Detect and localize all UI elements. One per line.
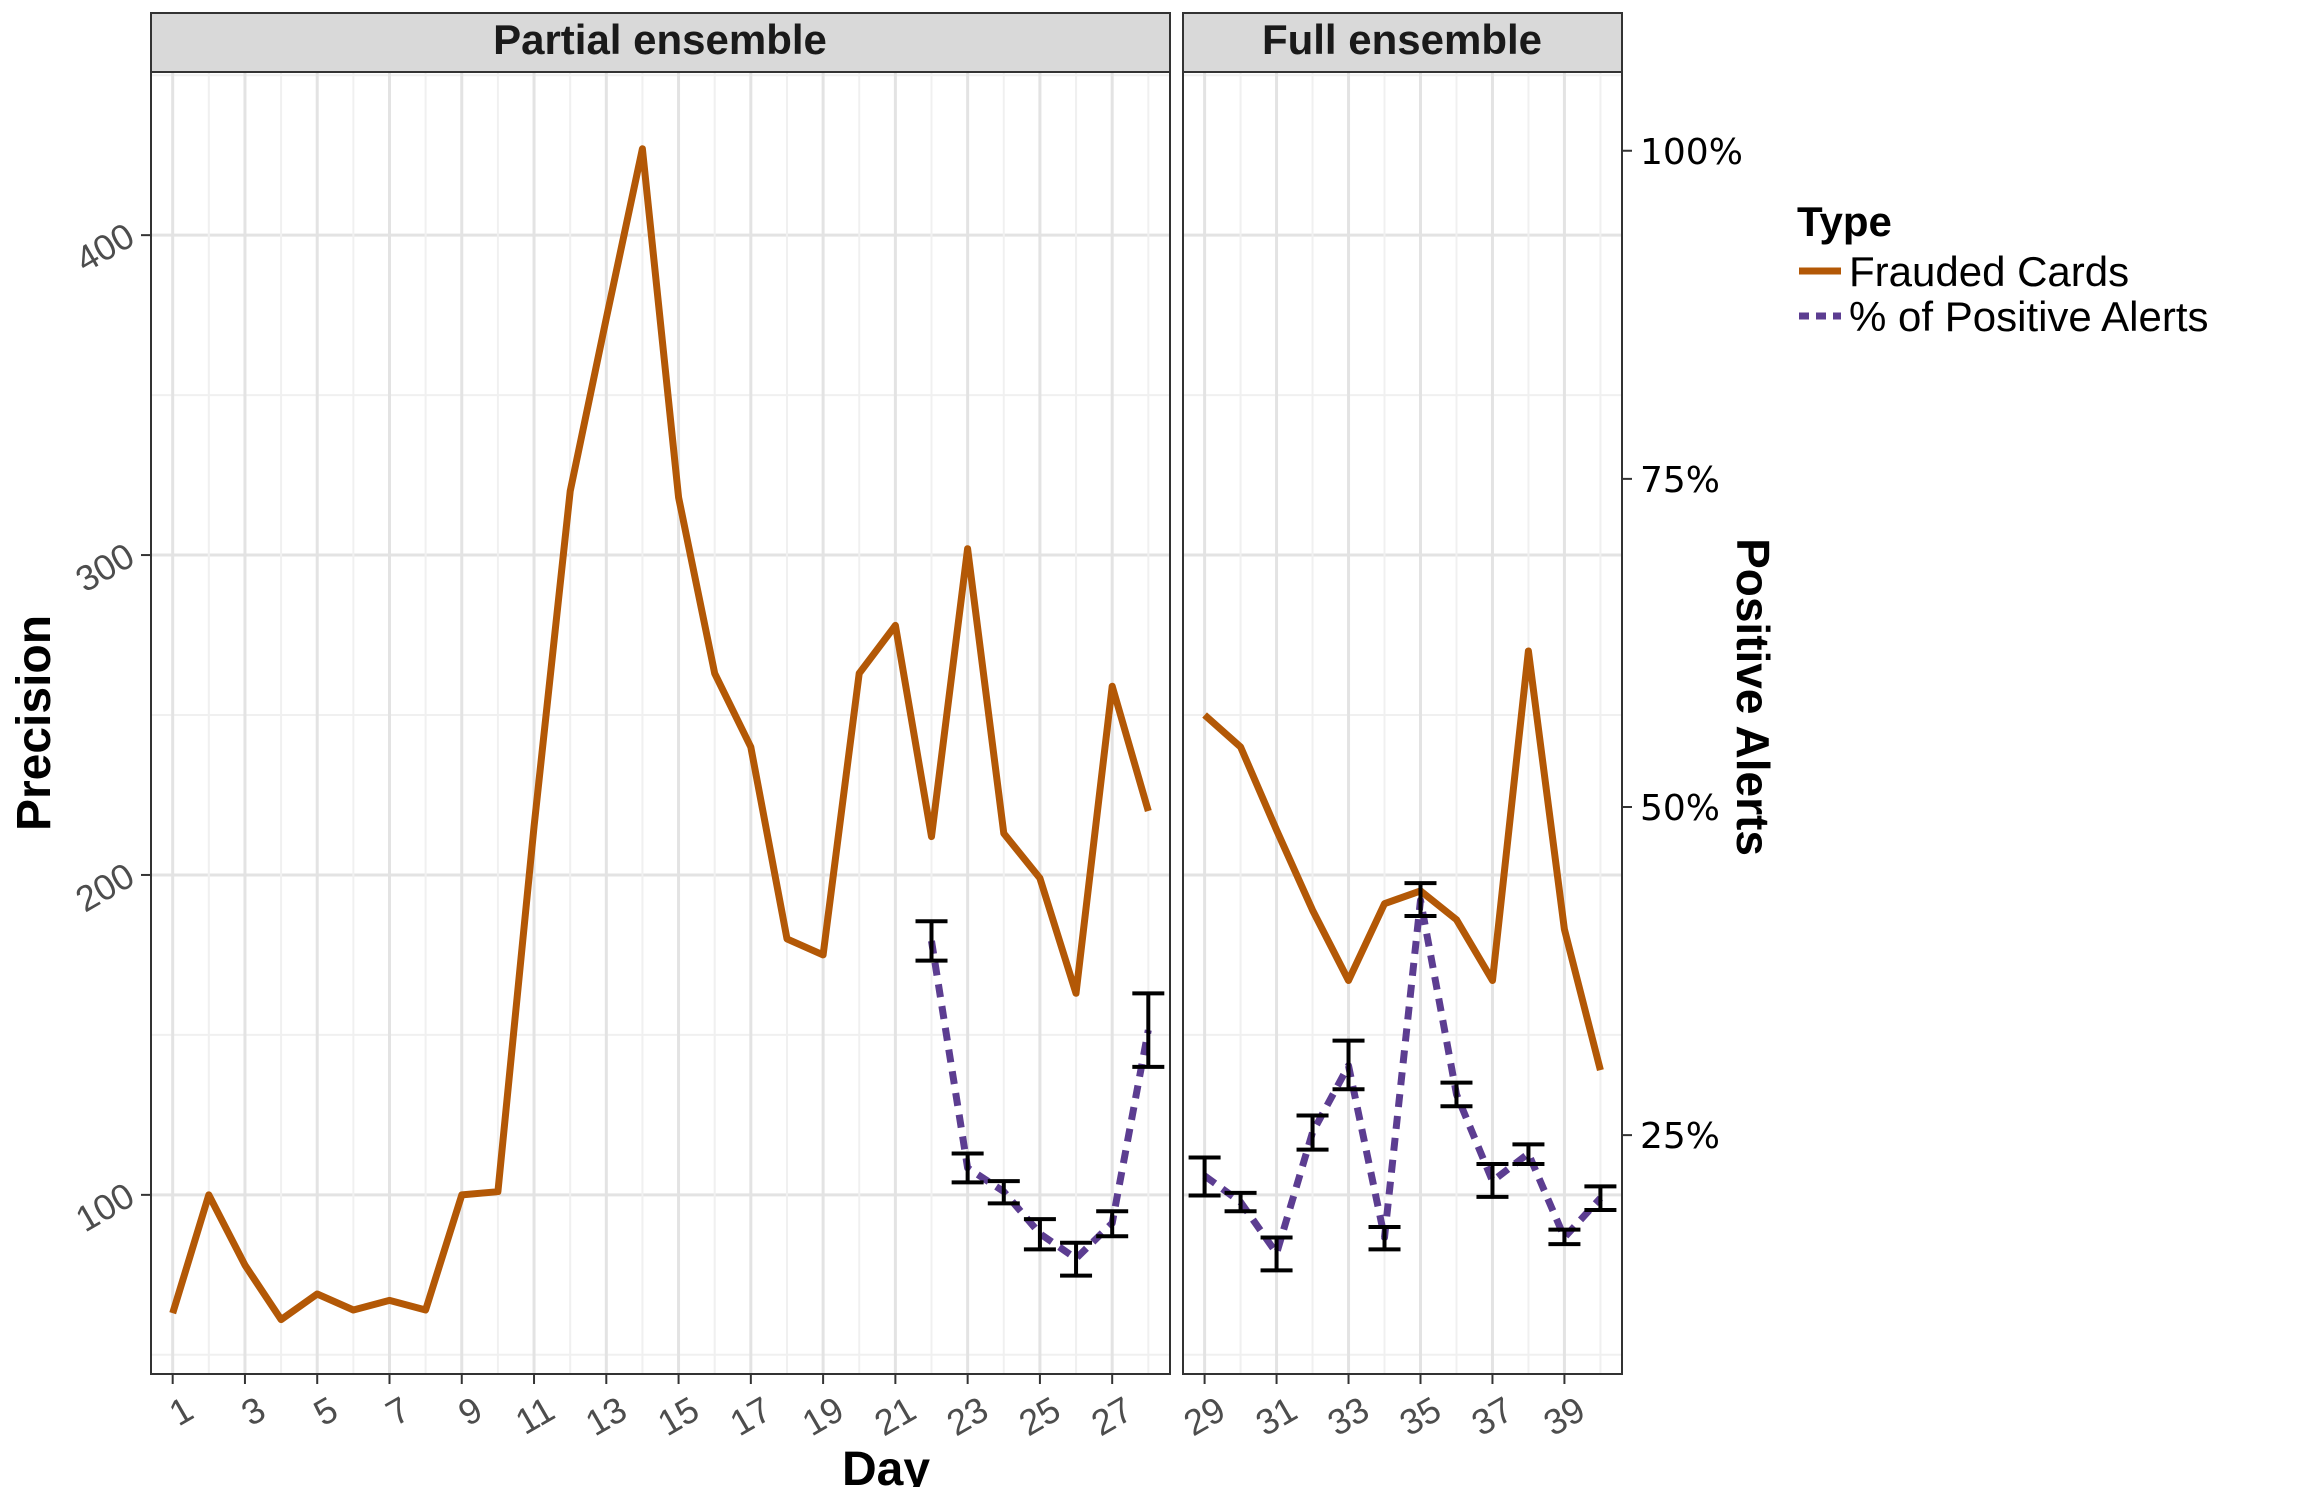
positive-alerts-errorbar (915, 919, 948, 963)
panel-partial-strip (150, 12, 1171, 73)
panel-partial: Partial ensemble (150, 12, 1171, 1375)
x-tick-label: 13 (578, 1388, 633, 1444)
panel-partial-lines (169, 145, 1165, 1324)
positive-alerts-errorbar (951, 1151, 984, 1185)
x-tick-label: 5 (307, 1388, 345, 1434)
panel-full-lines (1188, 647, 1617, 1273)
positive-alerts-errorbar (1260, 1235, 1293, 1273)
x-axis: 1 3 5 7 9 11 13 15 17 19 21 23 25 27 29 31 33 35 37 39 (162, 1374, 1592, 1444)
panel-full-title: Full ensemble (1262, 16, 1542, 63)
positive-alerts-errorbar (1296, 1113, 1329, 1152)
y-axis-left: 100 200 300 400 (68, 215, 151, 1240)
panel-full-strip (1182, 12, 1623, 73)
x-tick-label: 9 (451, 1388, 489, 1434)
x-tick-label: 35 (1393, 1388, 1448, 1444)
legend-title: Type (1797, 198, 1892, 245)
y-tick-label: 100 (68, 1174, 141, 1240)
x-tick-label: 15 (651, 1388, 706, 1444)
x-axis-title: Day (842, 1443, 930, 1487)
x-tick-label: 3 (234, 1388, 272, 1434)
y2-tick-label: 100% (1640, 132, 1743, 173)
legend-label-frauded: Frauded Cards (1849, 248, 2129, 295)
y-tick-label: 200 (68, 854, 141, 920)
positive-alerts-errorbar (1188, 1155, 1221, 1198)
positive-alerts-errorbar (987, 1179, 1020, 1206)
x-tick-label: 25 (1012, 1388, 1067, 1444)
panel-partial-grid (152, 73, 1169, 1373)
y-tick-label: 400 (68, 215, 141, 281)
y2-axis-title: Positive Alerts (1727, 538, 1779, 856)
y-axis-title: Precision (8, 615, 61, 831)
x-tick-label: 23 (940, 1388, 995, 1444)
x-tick-label: 21 (867, 1388, 922, 1444)
panel-partial-title: Partial ensemble (493, 16, 827, 63)
positive-alerts-errorbar (1132, 991, 1165, 1069)
x-tick-label: 33 (1321, 1388, 1376, 1444)
panel-full-grid (1184, 73, 1621, 1373)
positive-alerts-errorbar (1096, 1209, 1129, 1239)
positive-alerts-errorbar (1476, 1162, 1509, 1199)
x-tick-label: 11 (508, 1388, 561, 1442)
positive-alerts-errorbar (1548, 1227, 1581, 1247)
panel-full: Full ensemble (1182, 12, 1623, 1375)
positive-alerts-errorbar (1584, 1184, 1617, 1212)
frauded-cards-line (169, 145, 1152, 1324)
positive-alerts-errorbar (1060, 1240, 1093, 1278)
positive-alerts-line (1202, 896, 1603, 1257)
legend: Type Frauded Cards % of Positive Alerts (1797, 198, 2208, 340)
y2-tick-label: 75% (1640, 460, 1720, 501)
x-tick-label: 29 (1177, 1388, 1232, 1444)
x-tick-label: 17 (723, 1388, 778, 1444)
y-axis-right: 25% 50% 75% 100% (1622, 132, 1743, 1157)
positive-alerts-errorbar (1440, 1080, 1473, 1109)
x-tick-label: 31 (1249, 1388, 1304, 1444)
x-tick-label: 1 (162, 1388, 200, 1434)
y2-tick-label: 50% (1640, 788, 1720, 829)
panel-full-frame (1182, 71, 1623, 1375)
positive-alerts-errorbar (1224, 1190, 1257, 1214)
x-tick-label: 27 (1084, 1388, 1139, 1444)
y-tick-label: 300 (68, 534, 141, 600)
positive-alerts-errorbar (1332, 1038, 1365, 1092)
positive-alerts-errorbar (1404, 881, 1437, 918)
panel-partial-frame (150, 71, 1171, 1375)
x-tick-label: 7 (379, 1388, 417, 1434)
positive-alerts-errorbar (1023, 1217, 1056, 1252)
legend-label-alerts: % of Positive Alerts (1849, 293, 2208, 340)
x-tick-label: 39 (1536, 1388, 1591, 1444)
positive-alerts-errorbar (1368, 1225, 1401, 1252)
x-tick-label: 37 (1464, 1388, 1519, 1444)
frauded-cards-line (1202, 647, 1604, 1071)
y2-tick-label: 25% (1640, 1116, 1720, 1157)
positive-alerts-errorbar (1512, 1142, 1545, 1166)
x-tick-label: 19 (795, 1388, 850, 1444)
